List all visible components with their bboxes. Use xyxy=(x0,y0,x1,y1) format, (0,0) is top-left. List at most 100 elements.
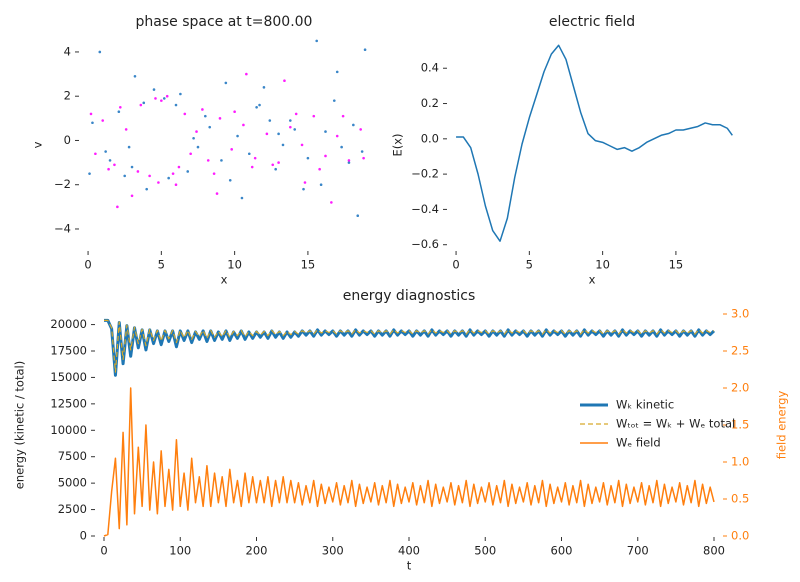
scatter-point xyxy=(186,170,190,173)
scatter-point xyxy=(347,159,351,162)
scatter-point xyxy=(183,112,187,116)
scatter-point xyxy=(142,101,146,105)
y-tick-label: 4 xyxy=(64,44,71,58)
y2-tick-label: 0.5 xyxy=(731,492,749,506)
legend-label: Wₜₒₜ = Wₖ + Wₑ total xyxy=(616,417,735,431)
scatter-point xyxy=(303,181,307,184)
x-tick-label: 0 xyxy=(84,258,91,272)
y2-tick-label: 0.0 xyxy=(731,529,749,543)
x-axis-label: t xyxy=(407,559,412,573)
scatter-point xyxy=(274,167,277,171)
scatter-point xyxy=(247,152,251,156)
scatter-point xyxy=(242,123,245,127)
scatter-point xyxy=(139,103,143,107)
x-tick-label: 5 xyxy=(526,258,533,272)
scatter-point xyxy=(220,159,223,162)
scatter-point xyxy=(341,114,345,118)
x-tick-label: 5 xyxy=(158,258,165,272)
scatter-point xyxy=(315,39,319,43)
y-axis-label: E(x) xyxy=(391,133,405,156)
x-tick-label: 15 xyxy=(301,258,316,272)
scatter-point xyxy=(101,119,105,122)
x-tick-label: 700 xyxy=(627,544,649,558)
y2-axis-label: field energy xyxy=(775,391,789,460)
y-tick-label: 0 xyxy=(80,529,87,543)
x-axis-label: x xyxy=(589,273,596,287)
scatter-point xyxy=(324,154,327,158)
y2-tick-label: 2.0 xyxy=(731,381,749,395)
x-tick-label: 800 xyxy=(703,544,725,558)
scatter-point xyxy=(127,145,131,149)
scatter-point xyxy=(240,196,244,200)
scatter-point xyxy=(335,134,339,138)
data-line xyxy=(104,319,715,373)
y-tick-label: −0.2 xyxy=(411,167,439,181)
scatter-point xyxy=(89,112,93,116)
y-tick-label: −4 xyxy=(54,221,71,235)
y-tick-label: −2 xyxy=(54,177,71,191)
scatter-point xyxy=(265,132,269,136)
scatter-point xyxy=(359,128,362,131)
scatter-point xyxy=(262,86,266,89)
y-tick-label: 2 xyxy=(64,89,71,103)
scatter-point xyxy=(113,163,116,167)
scatter-point xyxy=(230,148,233,151)
data-line xyxy=(104,318,716,377)
scatter-point xyxy=(171,172,175,175)
scatter-point xyxy=(281,143,285,147)
scatter-point xyxy=(130,194,134,198)
y-tick-label: −0.4 xyxy=(411,202,439,216)
scatter-point xyxy=(332,99,336,102)
x-tick-label: 0 xyxy=(100,544,107,558)
y-tick-label: 10000 xyxy=(50,423,87,437)
y-tick-label: −0.6 xyxy=(411,237,439,251)
x-tick-label: 400 xyxy=(398,544,420,558)
x-tick-label: 300 xyxy=(322,544,344,558)
scatter-point xyxy=(312,114,316,118)
scatter-point xyxy=(174,183,178,187)
scatter-point xyxy=(250,165,254,169)
y2-tick-label: 3.0 xyxy=(731,307,749,321)
y-tick-label: 7500 xyxy=(58,449,87,463)
scatter-point xyxy=(174,103,178,107)
scatter-point xyxy=(277,132,280,136)
x-tick-label: 15 xyxy=(669,258,684,272)
scatter-point xyxy=(362,156,365,160)
scatter-point xyxy=(340,145,343,149)
scatter-point xyxy=(289,125,292,129)
scatter-point xyxy=(98,50,102,54)
x-tick-label: 600 xyxy=(551,544,573,558)
x-tick-label: 10 xyxy=(595,258,610,272)
scatter-point xyxy=(108,159,112,162)
scatter-point xyxy=(165,94,169,98)
legend-label: Wₑ field xyxy=(616,436,661,450)
scatter-point xyxy=(124,128,128,131)
scatter-point xyxy=(148,174,151,178)
scatter-point xyxy=(283,79,286,83)
scatter-point xyxy=(167,176,170,180)
x-tick-label: 10 xyxy=(227,258,242,272)
scatter-point xyxy=(293,128,297,131)
y2-tick-label: 2.5 xyxy=(731,344,749,358)
legend-label: Wₖ kinetic xyxy=(616,398,674,412)
scatter-point xyxy=(245,72,248,76)
scatter-point xyxy=(319,183,323,187)
scatter-point xyxy=(318,167,321,171)
y-tick-label: 0.4 xyxy=(421,61,439,75)
scatter-point xyxy=(160,99,163,102)
scatter-point xyxy=(117,110,121,113)
scatter-point xyxy=(335,70,339,74)
y-tick-label: 0.2 xyxy=(421,96,439,110)
scatter-point xyxy=(324,130,327,133)
scatter-point xyxy=(236,134,239,138)
y2-tick-label: 1.5 xyxy=(731,418,749,432)
scatter-point xyxy=(204,114,207,118)
scatter-point xyxy=(360,150,364,153)
scatter-point xyxy=(306,156,310,160)
y-tick-label: 5000 xyxy=(58,476,87,490)
scatter-point xyxy=(289,119,292,122)
scatter-point xyxy=(154,97,157,100)
x-tick-label: 500 xyxy=(474,544,496,558)
scatter-point xyxy=(192,136,195,140)
